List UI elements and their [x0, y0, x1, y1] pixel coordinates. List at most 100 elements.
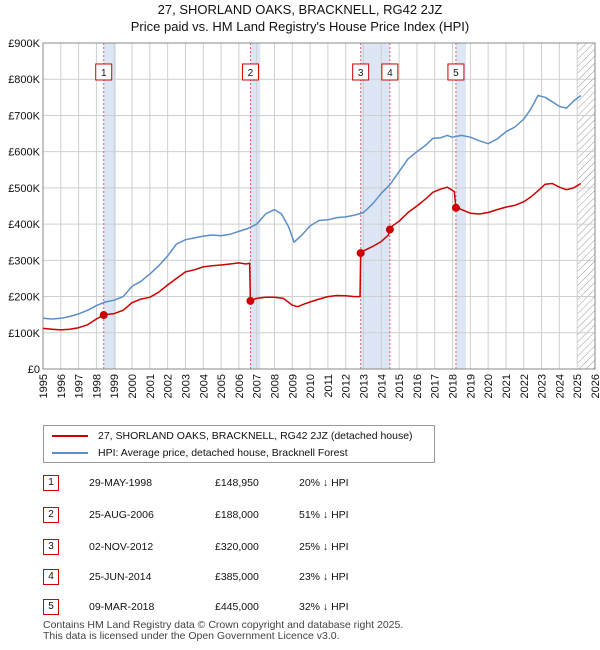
- x-tick-label: 1995: [38, 374, 50, 398]
- x-tick-label: 2001: [145, 374, 157, 398]
- y-tick-label: £200K: [8, 292, 40, 304]
- hpi-line: [42, 94, 582, 320]
- x-tick-label: 2012: [341, 374, 353, 398]
- sale-label-number: 4: [387, 68, 393, 79]
- sale-point: [356, 249, 365, 258]
- sale-label-box: [352, 63, 370, 81]
- sale-price: £148,950: [215, 477, 259, 489]
- sale-date: 09-MAR-2018: [89, 601, 155, 613]
- x-tick-label: 1999: [109, 374, 121, 398]
- x-tick-label: 2023: [537, 374, 549, 398]
- sale-number-badge: 3: [43, 539, 59, 555]
- sale-hpi-diff: 23% ↓ HPI: [299, 571, 349, 583]
- sale-date: 02-NOV-2012: [89, 541, 154, 553]
- sale-price: £320,000: [215, 541, 259, 553]
- sale-number-badge: 5: [43, 599, 59, 615]
- x-tick-label: 1997: [74, 374, 86, 398]
- x-tick-label: 2003: [180, 374, 192, 398]
- x-tick-label: 2002: [163, 374, 175, 398]
- sale-date: 25-JUN-2014: [89, 571, 152, 583]
- shaded-period: [455, 43, 466, 369]
- sale-number-badge: 1: [43, 475, 59, 491]
- x-tick-label: 2025: [572, 374, 584, 398]
- x-tick-label: 2004: [198, 374, 210, 398]
- legend-swatch-property: [52, 435, 88, 437]
- y-tick-label: £600K: [8, 147, 40, 159]
- sale-hpi-diff: 20% ↓ HPI: [299, 477, 349, 489]
- sale-label-box: [241, 63, 259, 81]
- x-tick-label: 2018: [448, 374, 460, 398]
- shaded-period: [360, 43, 390, 369]
- x-tick-label: 2010: [305, 374, 317, 398]
- table-row: 3 02-NOV-2012 £320,000 25% ↓ HPI: [43, 537, 463, 561]
- x-tick-label: 2022: [519, 374, 531, 398]
- y-tick-label: £800K: [8, 74, 40, 86]
- sale-label-box: [95, 63, 113, 81]
- y-tick-label: £0: [28, 364, 40, 376]
- sale-label-number: 3: [358, 68, 364, 79]
- forecast-hatch: [577, 43, 595, 369]
- footer-attribution: Contains HM Land Registry data © Crown c…: [43, 620, 403, 642]
- y-tick-label: £900K: [8, 38, 40, 50]
- sale-hpi-diff: 25% ↓ HPI: [299, 541, 349, 553]
- x-tick-label: 2013: [359, 374, 371, 398]
- y-tick-label: £300K: [8, 255, 40, 267]
- legend-label-hpi: HPI: Average price, detached house, Brac…: [98, 447, 348, 459]
- footer-copyright: Contains HM Land Registry data © Crown c…: [43, 619, 404, 631]
- x-tick-label: 2026: [590, 374, 600, 398]
- x-tick-label: 1998: [91, 374, 103, 398]
- sale-label-box: [447, 63, 465, 81]
- legend-label-property: 27, SHORLAND OAKS, BRACKNELL, RG42 2JZ (…: [98, 430, 413, 442]
- sale-label-box: [381, 63, 399, 81]
- sale-date: 25-AUG-2006: [89, 509, 154, 521]
- table-row: 5 09-MAR-2018 £445,000 32% ↓ HPI: [43, 597, 463, 621]
- sale-number-badge: 4: [43, 569, 59, 585]
- sale-hpi-diff: 51% ↓ HPI: [299, 509, 349, 521]
- x-tick-label: 2021: [501, 374, 513, 398]
- y-tick-label: £400K: [8, 219, 40, 231]
- plot-frame: [42, 42, 596, 370]
- chart-subtitle: Price paid vs. HM Land Registry's House …: [130, 19, 470, 34]
- x-tick-label: 2005: [216, 374, 228, 398]
- sale-point: [385, 225, 394, 234]
- sale-price: £445,000: [215, 601, 259, 613]
- sale-label-number: 5: [453, 68, 459, 79]
- x-tick-label: 2019: [465, 374, 477, 398]
- x-tick-label: 1996: [56, 374, 68, 398]
- chart-area: £0 £100K £200K £300K £400K £500K £600K £700K £80…: [8, 38, 600, 398]
- x-tick-label: 2007: [252, 374, 264, 398]
- x-tick-label: 2015: [394, 374, 406, 398]
- x-tick-label: 2017: [430, 374, 442, 398]
- chart-title: 27, SHORLAND OAKS, BRACKNELL, RG42 2JZ: [157, 2, 443, 17]
- legend-swatch-hpi: [52, 452, 88, 454]
- x-tick-label: 2011: [323, 374, 335, 398]
- sale-hpi-diff: 32% ↓ HPI: [299, 601, 349, 613]
- sale-price: £188,000: [215, 509, 259, 521]
- sale-price: £385,000: [215, 571, 259, 583]
- x-tick-label: 2016: [412, 374, 424, 398]
- sale-label-number: 1: [101, 68, 107, 79]
- table-row: 4 25-JUN-2014 £385,000 23% ↓ HPI: [43, 567, 463, 591]
- sale-point: [451, 203, 460, 212]
- y-tick-label: £700K: [8, 110, 40, 122]
- x-tick-label: 2006: [234, 374, 246, 398]
- y-tick-label: £100K: [8, 328, 40, 340]
- shaded-period: [250, 43, 261, 369]
- x-tick-label: 2024: [554, 374, 566, 398]
- y-tick-label: £500K: [8, 183, 40, 195]
- x-tick-label: 2000: [127, 374, 139, 398]
- x-tick-label: 2008: [269, 374, 281, 398]
- table-row: 2 25-AUG-2006 £188,000 51% ↓ HPI: [43, 505, 463, 529]
- table-row: 1 29-MAY-1998 £148,950 20% ↓ HPI: [43, 473, 463, 497]
- x-tick-label: 2014: [376, 374, 388, 398]
- property-price-line: [42, 182, 582, 331]
- sale-point: [99, 311, 108, 320]
- shaded-period: [103, 43, 117, 369]
- x-tick-label: 2009: [287, 374, 299, 398]
- footer-licence: This data is licensed under the Open Gov…: [43, 630, 340, 642]
- sale-point: [246, 296, 255, 305]
- legend: 27, SHORLAND OAKS, BRACKNELL, RG42 2JZ (…: [43, 425, 435, 463]
- x-tick-label: 2020: [483, 374, 495, 398]
- sale-label-number: 2: [248, 68, 254, 79]
- sale-number-badge: 2: [43, 507, 59, 523]
